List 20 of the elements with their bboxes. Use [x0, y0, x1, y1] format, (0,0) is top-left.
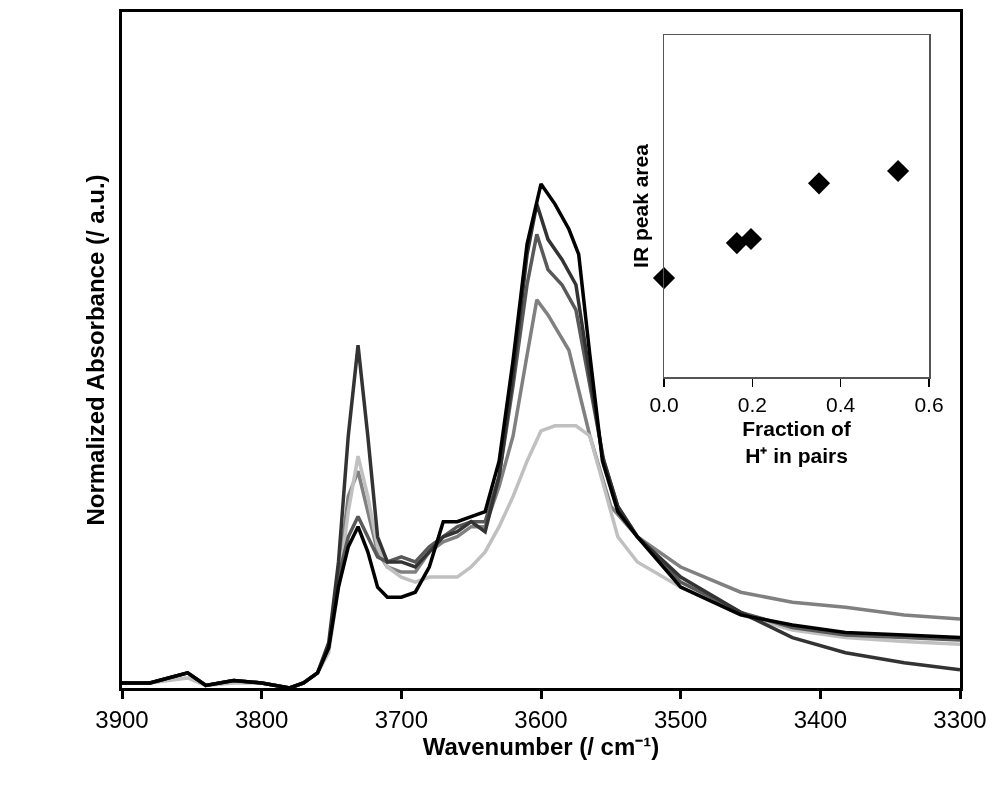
x-axis-title: Wavenumber (/ cm⁻¹): [422, 732, 660, 760]
point: [652, 267, 676, 290]
x-tick-label: 3600: [514, 705, 568, 733]
x-tick-label: 0.4: [826, 392, 856, 416]
x-tick-label: 3500: [653, 705, 708, 733]
y-axis-title: Normalized Absorbance (/ a.u.): [82, 174, 110, 526]
point: [739, 227, 763, 251]
x-axis-title: Fraction of H⁺ in pairs: [742, 416, 852, 467]
x-tick-label: 3400: [793, 705, 848, 733]
x-tick-label: 0.0: [649, 392, 679, 416]
x-tick-label: 3700: [374, 705, 429, 733]
x-tick-label: 3900: [95, 705, 149, 733]
point: [887, 159, 910, 183]
x-tick-label: 3300: [933, 705, 987, 733]
x-tick-label: 3800: [234, 705, 289, 733]
x-tick-label: 0.2: [737, 392, 767, 416]
x-tick-label: 0.6: [914, 392, 944, 416]
point: [807, 172, 831, 195]
point: [725, 232, 748, 255]
y-axis-title: IR peak area: [628, 143, 652, 268]
